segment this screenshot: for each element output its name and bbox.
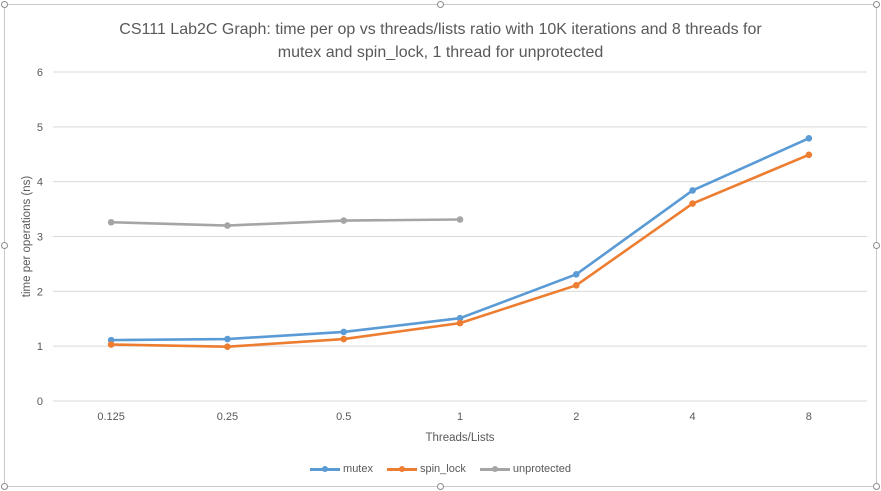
y-axis-title: time per operations (ns) bbox=[21, 176, 33, 298]
x-tick-label: 0.5 bbox=[336, 411, 351, 423]
series-line-unprotected bbox=[109, 218, 462, 227]
data-point-mutex-3 bbox=[456, 314, 464, 322]
legend-swatch-mutex bbox=[310, 465, 341, 473]
data-point-unprotected-1 bbox=[224, 222, 231, 229]
legend-marker bbox=[491, 466, 498, 472]
x-tick-label: 2 bbox=[573, 411, 579, 423]
x-tick-label: 1 bbox=[457, 411, 463, 423]
data-point-spin_lock-1 bbox=[224, 343, 231, 351]
legend-label: mutex bbox=[343, 463, 373, 475]
x-axis-title: Threads/Lists bbox=[425, 432, 494, 444]
y-tick-label: 1 bbox=[37, 341, 43, 353]
x-tick-label: 8 bbox=[806, 411, 812, 423]
data-point-unprotected-3 bbox=[456, 216, 464, 223]
data-point-spin_lock-4 bbox=[572, 282, 580, 289]
data-point-spin_lock-2 bbox=[340, 335, 348, 343]
data-point-mutex-6 bbox=[805, 135, 813, 142]
data-point-spin_lock-6 bbox=[805, 151, 813, 159]
data-point-spin_lock-5 bbox=[689, 200, 696, 207]
resize-handle-right-middle[interactable] bbox=[873, 242, 880, 249]
legend-label: spin_lock bbox=[420, 463, 466, 475]
resize-handle-bottom-left[interactable] bbox=[1, 483, 8, 490]
legend-item-unprotected: unprotected bbox=[479, 463, 571, 475]
y-tick-label: 3 bbox=[37, 232, 43, 244]
resize-handle-top-right[interactable] bbox=[873, 1, 880, 8]
y-tick-label: 0 bbox=[37, 396, 43, 408]
resize-handle-left-middle[interactable] bbox=[1, 242, 8, 249]
data-point-mutex-1 bbox=[224, 335, 231, 343]
y-tick-label: 6 bbox=[37, 67, 43, 79]
data-point-unprotected-2 bbox=[340, 217, 348, 224]
resize-handle-bottom-right[interactable] bbox=[873, 483, 880, 490]
series-line-mutex bbox=[109, 137, 811, 342]
legend-marker bbox=[399, 466, 405, 472]
data-point-mutex-2 bbox=[340, 328, 348, 336]
resize-handle-bottom-middle[interactable] bbox=[437, 483, 444, 490]
x-tick-label: 4 bbox=[690, 411, 696, 423]
legend-swatch-unprotected bbox=[479, 465, 510, 473]
data-point-mutex-4 bbox=[572, 271, 580, 278]
x-tick-label: 0.125 bbox=[97, 411, 125, 423]
y-tick-label: 4 bbox=[37, 177, 43, 189]
data-point-spin_lock-0 bbox=[107, 341, 115, 348]
data-point-unprotected-0 bbox=[107, 218, 115, 226]
legend-swatch-spin_lock bbox=[387, 465, 417, 473]
chart-area[interactable] bbox=[4, 4, 877, 487]
y-tick-label: 2 bbox=[37, 286, 43, 298]
y-tick-label: 5 bbox=[37, 122, 43, 134]
legend-item-mutex: mutex bbox=[310, 463, 373, 475]
x-tick-label: 0.25 bbox=[217, 411, 238, 423]
legend-item-spin_lock: spin_lock bbox=[387, 463, 466, 475]
legend: mutex spin_lock unprotected bbox=[0, 463, 881, 476]
chart-title: CS111 Lab2C Graph: time per op vs thread… bbox=[119, 21, 762, 61]
data-point-spin_lock-3 bbox=[456, 319, 464, 327]
resize-handle-top-middle[interactable] bbox=[437, 1, 444, 8]
legend-label: unprotected bbox=[512, 463, 571, 475]
legend-marker bbox=[322, 466, 329, 472]
data-point-mutex-5 bbox=[689, 187, 696, 194]
resize-handle-top-left[interactable] bbox=[1, 1, 8, 8]
